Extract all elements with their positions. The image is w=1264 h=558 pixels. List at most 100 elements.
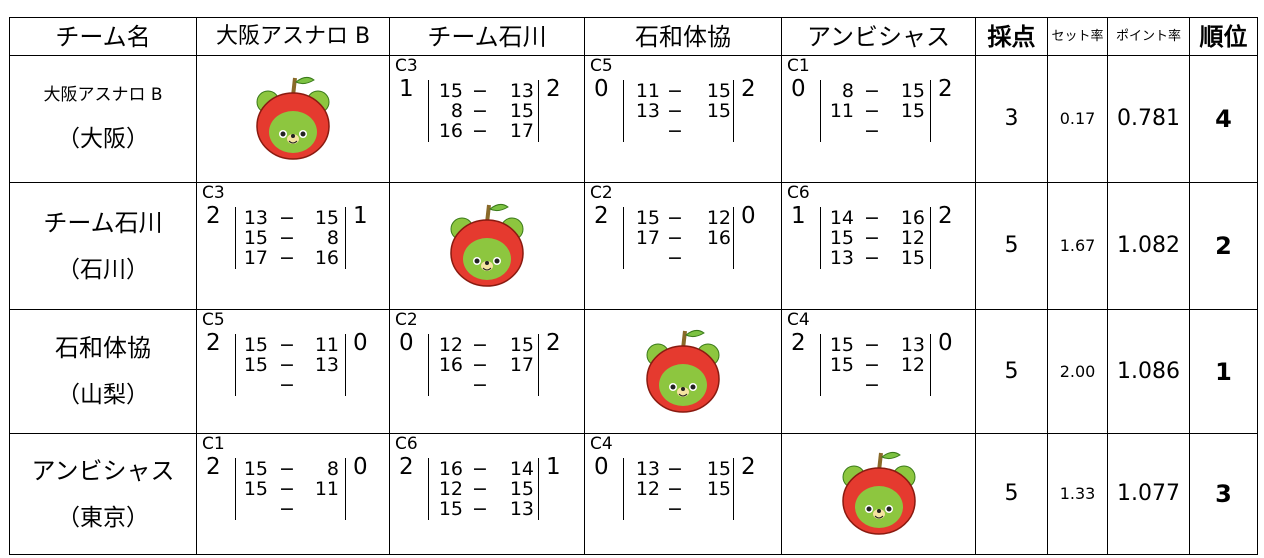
sets-lost: 2: [546, 330, 561, 356]
cell: アンビシャス （東京）: [9, 433, 197, 555]
score-dash: −: [864, 374, 880, 396]
score-bar: [733, 458, 734, 520]
cell: C5 2 0 −15 11−15 13−: [196, 309, 390, 434]
header-cell: セット率: [1047, 17, 1108, 56]
score-against: 16: [314, 247, 339, 269]
score-against: 15: [900, 80, 925, 102]
score-for: 15: [438, 80, 463, 102]
cell: C6 1 2−14 16−15 12−13 15: [781, 182, 976, 310]
score-dash: −: [472, 354, 488, 376]
sets-won: 0: [791, 76, 806, 102]
score-dash: −: [667, 120, 683, 142]
score-against: 15: [706, 80, 731, 102]
score-for: 12: [635, 478, 660, 500]
score-for: 17: [635, 227, 660, 249]
score-against: 15: [509, 478, 534, 500]
score-dash: −: [472, 498, 488, 520]
score-against: 15: [706, 458, 731, 480]
score-against: 15: [900, 100, 925, 122]
score-dash: −: [667, 458, 683, 480]
score-for: 13: [635, 100, 660, 122]
points: 3: [1004, 106, 1019, 131]
sets-won: 0: [594, 76, 609, 102]
score-bar: [428, 80, 429, 142]
court-code: C3: [202, 183, 225, 203]
score-bar: [623, 207, 624, 269]
cell: C3 1 2−15 13−8 15−16 17: [389, 55, 585, 183]
score-dash: −: [472, 478, 488, 500]
score-for: 11: [829, 100, 854, 122]
score-for: 15: [635, 207, 660, 229]
score-against: 14: [509, 458, 534, 480]
cell: C4 0 2 −13 15 −12 15 −: [584, 433, 782, 555]
score-dash: −: [279, 458, 295, 480]
score-for: 8: [841, 80, 854, 102]
sets-lost: 2: [938, 203, 953, 229]
point-ratio: 1.082: [1117, 233, 1180, 258]
point-ratio: 1.086: [1117, 358, 1180, 384]
team-region: （大阪）: [57, 126, 149, 152]
court-code: C5: [202, 310, 225, 330]
set-ratio: 0.17: [1059, 109, 1096, 128]
cell: 1.67: [1047, 182, 1108, 310]
score-dash: −: [279, 498, 295, 520]
score-against: 13: [509, 80, 534, 102]
court-code: C2: [590, 183, 613, 203]
court-code: C6: [787, 183, 810, 203]
score-for: 15: [243, 478, 268, 500]
apple-mascot: [450, 203, 524, 287]
cell: C1 0 2 −8 15−11 15−: [781, 55, 976, 183]
court-code: C5: [590, 56, 613, 76]
cell: 3: [1189, 433, 1258, 555]
points: 5: [1004, 358, 1019, 384]
sets-won: 2: [206, 454, 221, 480]
score-for: 15: [243, 458, 268, 480]
score-for: 12: [438, 334, 463, 356]
score-dash: −: [472, 374, 488, 396]
score-against: 13: [314, 354, 339, 376]
sets-lost: 2: [546, 76, 561, 102]
score-bar: [428, 458, 429, 520]
score-against: 17: [509, 354, 534, 376]
header-strip: [0, 0, 1264, 18]
score-for: 16: [438, 458, 463, 480]
column-header: セット率: [1051, 29, 1104, 44]
score-against: 11: [314, 478, 339, 500]
court-code: C4: [787, 310, 810, 330]
score-dash: −: [667, 247, 683, 269]
header-cell: チーム石川: [389, 17, 585, 56]
score-for: 17: [243, 247, 268, 269]
apple-mascot: [256, 76, 330, 160]
score-bar: [820, 334, 821, 396]
sets-won: 2: [399, 454, 414, 480]
apple-mascot: [646, 329, 720, 413]
score-bar: [345, 207, 346, 269]
team-region: （東京）: [57, 504, 149, 531]
points: 5: [1004, 481, 1019, 506]
rank: 2: [1215, 232, 1232, 260]
sets-won: 2: [594, 203, 609, 229]
score-dash: −: [667, 207, 683, 229]
score-for: 15: [829, 354, 854, 376]
score-against: 16: [900, 207, 925, 229]
header-cell: アンビシャス: [781, 17, 976, 56]
cell: C1 2 0 −15 8 −15 11−: [196, 433, 390, 555]
score-dash: −: [279, 207, 295, 229]
score-bar: [930, 334, 931, 396]
score-bar: [235, 334, 236, 396]
score-dash: −: [279, 374, 295, 396]
cell: [781, 433, 976, 555]
sets-lost: 2: [741, 76, 756, 102]
sets-won: 1: [399, 76, 414, 102]
cell: 1: [1189, 309, 1258, 434]
court-code: C1: [202, 434, 225, 454]
column-header: 石和体協: [635, 22, 731, 51]
header-cell: 石和体協: [584, 17, 782, 56]
score-dash: −: [279, 334, 295, 356]
sets-won: 0: [399, 330, 414, 356]
cell: 石和体協 （山梨）: [9, 309, 197, 434]
score-dash: −: [864, 227, 880, 249]
score-dash: −: [864, 80, 880, 102]
cell: [196, 55, 390, 183]
